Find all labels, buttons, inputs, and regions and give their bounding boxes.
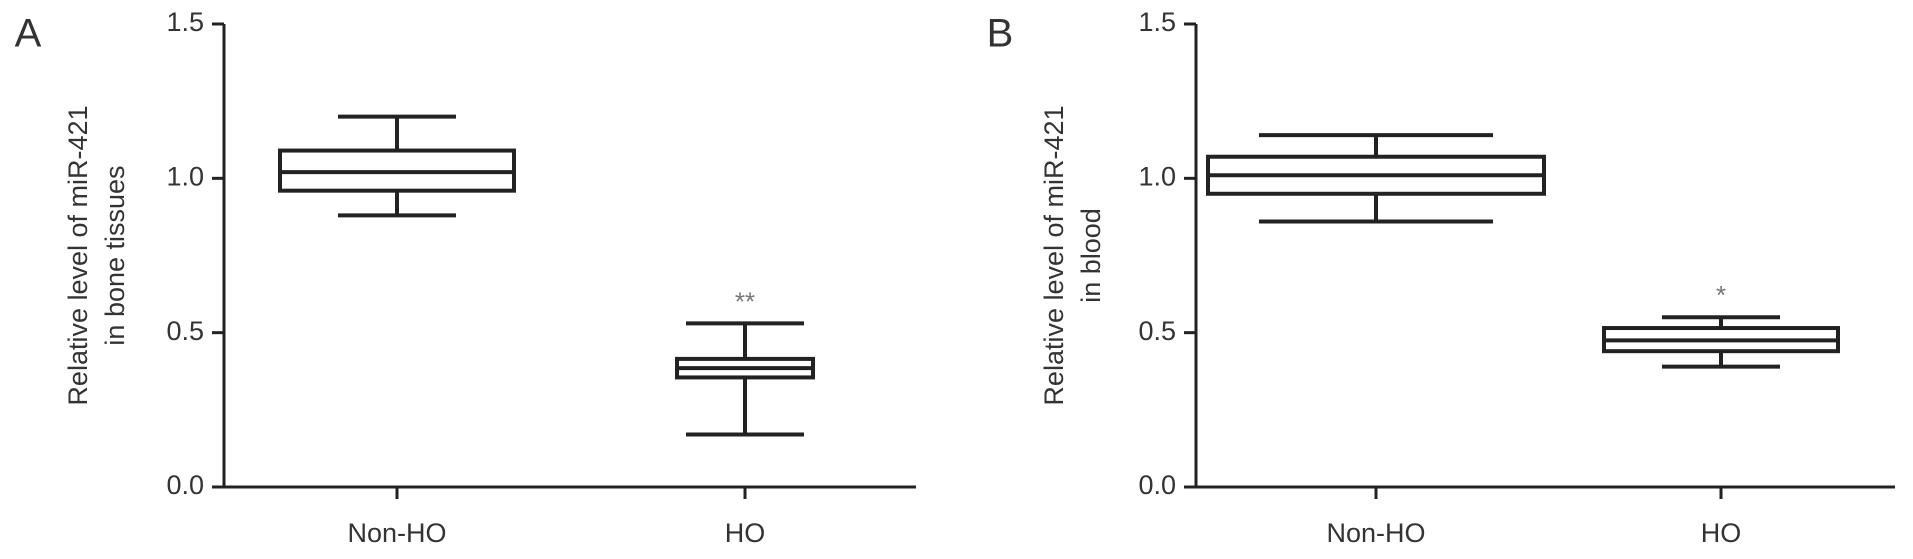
y-tick-label: 1.5 (166, 7, 204, 37)
y-tick-label: 0.0 (1138, 470, 1176, 500)
x-tick-label: Non-HO (347, 518, 446, 548)
significance: ** (735, 286, 755, 316)
y-tick-label: 1.5 (1138, 7, 1176, 37)
y-tick-label: 0.0 (166, 470, 204, 500)
panel-label: B (987, 12, 1014, 56)
significance: * (1716, 280, 1726, 310)
y-axis-label: in blood (1076, 208, 1106, 303)
y-axis-label: Relative level of miR-421 (63, 105, 93, 405)
panel-label: A (15, 12, 42, 56)
y-tick-label: 1.0 (1138, 161, 1176, 191)
y-tick-label: 0.5 (1138, 316, 1176, 346)
y-tick-label: 1.0 (166, 161, 204, 191)
y-axis-label: in bone tissues (100, 165, 130, 345)
x-tick-label: HO (1701, 518, 1742, 548)
x-tick-label: HO (725, 518, 766, 548)
y-tick-label: 0.5 (166, 316, 204, 346)
x-tick-label: Non-HO (1326, 518, 1425, 548)
y-axis-label: Relative level of miR-421 (1039, 105, 1069, 405)
